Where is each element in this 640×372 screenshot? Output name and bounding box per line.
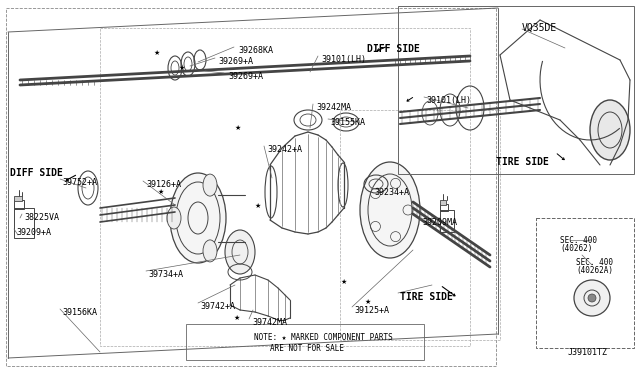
Bar	[398, 6, 634, 174]
Bar	[14, 200, 24, 209]
Text: ★: ★	[234, 315, 240, 321]
Text: J39101TZ: J39101TZ	[568, 348, 608, 357]
Text: ★: ★	[255, 203, 261, 209]
Text: ★: ★	[179, 65, 185, 71]
Ellipse shape	[588, 294, 596, 302]
Ellipse shape	[590, 100, 630, 160]
Text: 39269+A: 39269+A	[228, 72, 263, 81]
Bar	[14, 208, 34, 238]
Text: 39268KA: 39268KA	[238, 46, 273, 55]
Ellipse shape	[574, 280, 610, 316]
Text: 39209+A: 39209+A	[16, 228, 51, 237]
Bar	[186, 324, 424, 360]
Text: ★: ★	[235, 125, 241, 131]
Ellipse shape	[170, 173, 226, 263]
Text: DIFF SIDE: DIFF SIDE	[367, 44, 420, 54]
Text: 39734+A: 39734+A	[148, 270, 183, 279]
Bar	[100, 28, 470, 346]
Text: 39752+A: 39752+A	[62, 178, 97, 187]
Text: (40262): (40262)	[560, 244, 593, 253]
Text: 39156KA: 39156KA	[62, 308, 97, 317]
Text: SEC. 400: SEC. 400	[576, 258, 613, 267]
Text: 39125+A: 39125+A	[354, 306, 389, 315]
Bar	[536, 218, 634, 348]
Text: ★: ★	[158, 189, 164, 195]
Text: 39209MA: 39209MA	[422, 218, 457, 227]
Text: DIFF SIDE: DIFF SIDE	[10, 168, 63, 178]
Text: ★: ★	[154, 50, 160, 56]
Ellipse shape	[167, 207, 181, 229]
Bar	[440, 200, 446, 205]
Text: 38225VA: 38225VA	[24, 213, 59, 222]
Text: 39242MA: 39242MA	[316, 103, 351, 112]
Ellipse shape	[225, 230, 255, 274]
Text: TIRE SIDE: TIRE SIDE	[496, 157, 549, 167]
Text: 39101(LH): 39101(LH)	[321, 55, 366, 64]
Text: 39155KA: 39155KA	[330, 118, 365, 127]
Text: 39101(LH): 39101(LH)	[426, 96, 471, 105]
Bar	[440, 204, 448, 211]
Text: 39742MA: 39742MA	[252, 318, 287, 327]
Text: 39242+A: 39242+A	[267, 145, 302, 154]
Text: 39742+A: 39742+A	[200, 302, 235, 311]
Text: NOTE: ★ MARKED COMPONENT PARTS: NOTE: ★ MARKED COMPONENT PARTS	[254, 333, 393, 342]
Text: ★: ★	[341, 279, 347, 285]
Ellipse shape	[203, 240, 217, 262]
Ellipse shape	[203, 174, 217, 196]
Text: SEC. 400: SEC. 400	[560, 236, 597, 245]
Bar	[440, 210, 454, 232]
Text: 39126+A: 39126+A	[146, 180, 181, 189]
Text: VQ35DE: VQ35DE	[522, 23, 557, 33]
Ellipse shape	[360, 162, 420, 258]
Bar	[6, 8, 496, 366]
Text: (40262A): (40262A)	[576, 266, 613, 275]
Text: 39269+A: 39269+A	[218, 57, 253, 66]
Text: 39234+A: 39234+A	[374, 188, 409, 197]
Text: ARE NOT FOR SALE: ARE NOT FOR SALE	[270, 344, 344, 353]
Text: TIRE SIDE: TIRE SIDE	[400, 292, 453, 302]
Text: ★: ★	[365, 299, 371, 305]
Bar	[340, 110, 500, 340]
Bar	[14, 196, 22, 201]
